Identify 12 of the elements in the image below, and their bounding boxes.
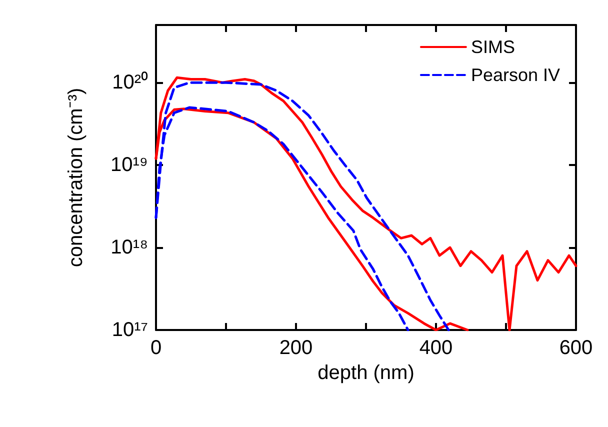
y-axis-title: concentration (cm⁻³) [65,88,87,268]
x-tick-label: 0 [150,337,162,359]
legend-label: SIMS [470,37,515,57]
legend-label: Pearson IV [470,65,560,85]
y-tick-label: 10²⁰ [112,70,148,94]
x-tick-label: 200 [279,337,313,359]
y-tick-label: 10¹⁹ [110,154,148,176]
x-tick-label: 600 [559,337,593,359]
y-tick-label: 10¹⁸ [110,236,148,259]
x-tick-label: 400 [419,337,453,359]
x-axis-title: depth (nm) [318,362,414,384]
y-tick-label: 10¹⁷ [112,319,148,341]
